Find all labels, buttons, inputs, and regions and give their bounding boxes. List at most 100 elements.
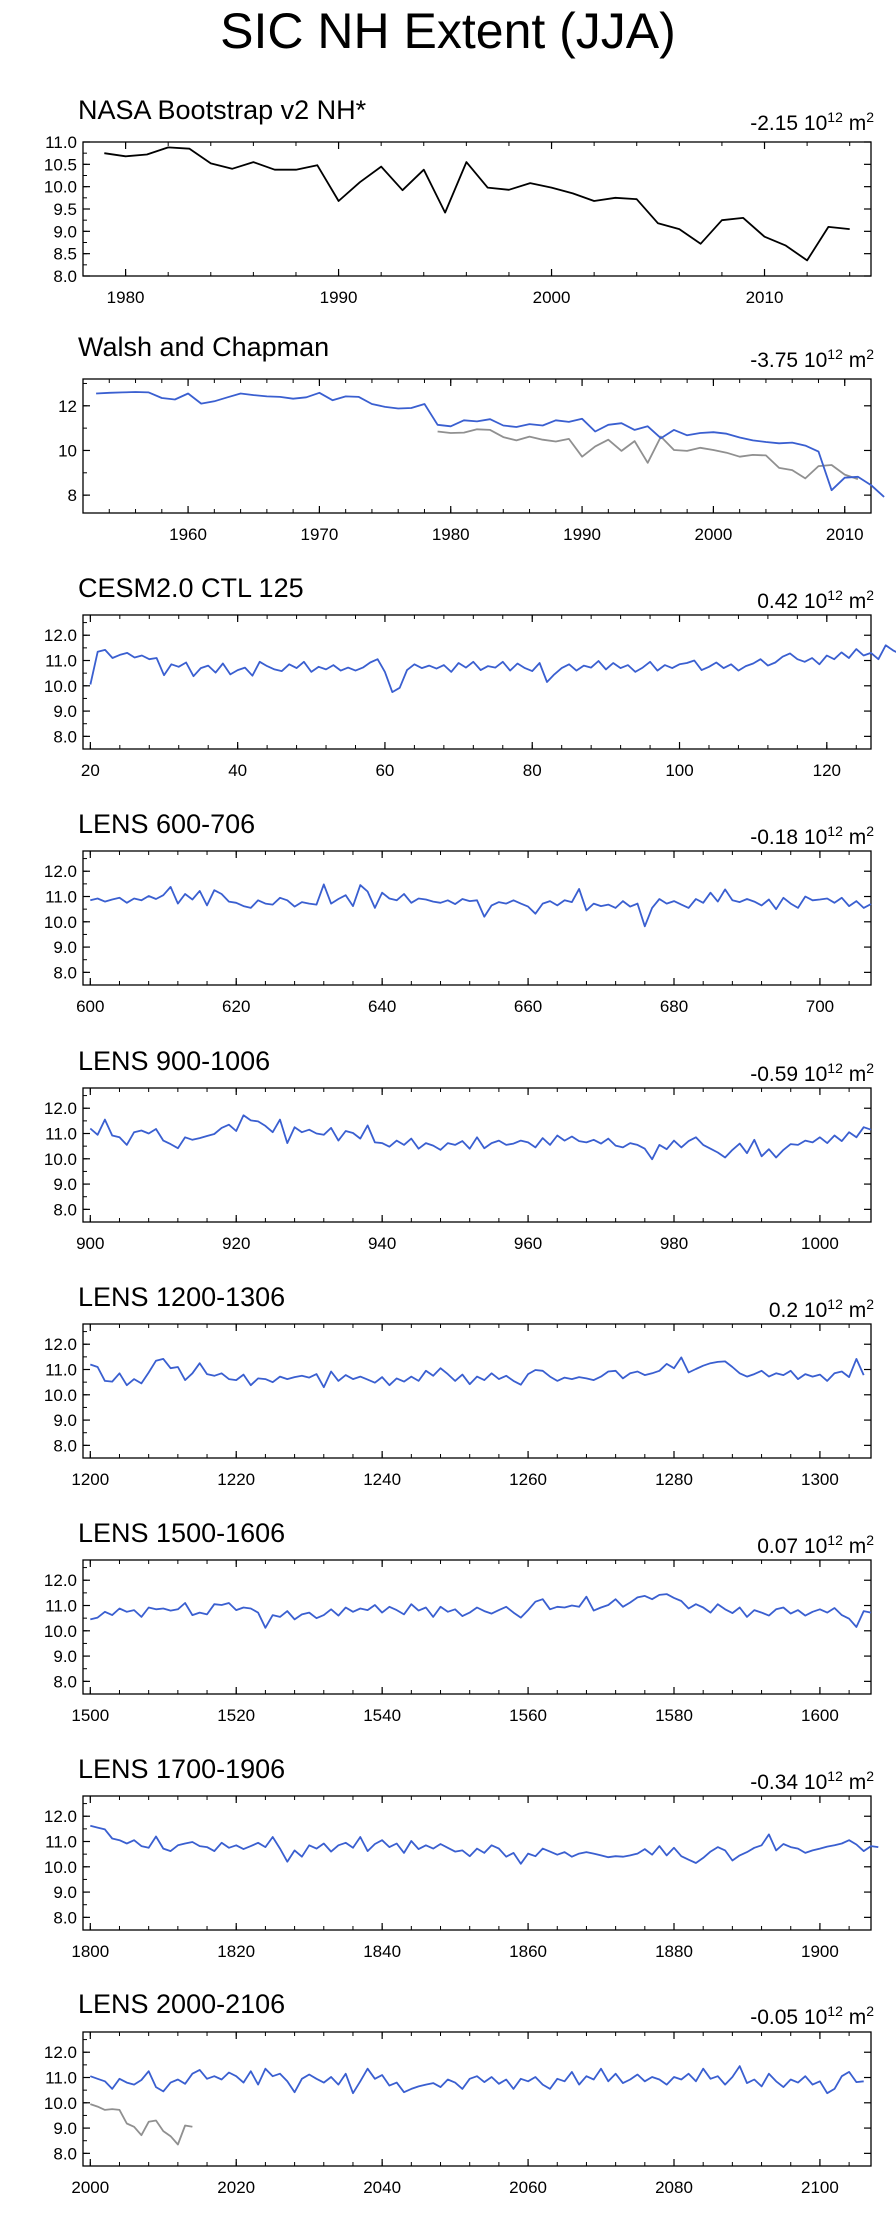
panel-title: NASA Bootstrap v2 NH* bbox=[78, 95, 367, 125]
y-tick-label: 12.0 bbox=[44, 862, 77, 881]
x-tick-label: 2060 bbox=[509, 2178, 547, 2197]
x-tick-label: 900 bbox=[76, 1234, 104, 1253]
series-line-lens bbox=[89, 2065, 864, 2095]
x-tick-label: 700 bbox=[806, 997, 834, 1016]
x-tick-label: 1900 bbox=[801, 1942, 839, 1961]
trend-value: -2.15 bbox=[750, 112, 799, 135]
y-tick-label: 10.0 bbox=[44, 2094, 77, 2113]
plot-frame bbox=[82, 1323, 872, 1459]
panel-title: Walsh and Chapman bbox=[78, 332, 330, 362]
series-line-cesm2-0 bbox=[89, 644, 896, 693]
y-tick-label: 11.0 bbox=[45, 652, 77, 671]
trend-value: -0.34 bbox=[750, 1771, 799, 1794]
plot-frame bbox=[82, 850, 872, 986]
x-tick-label: 1990 bbox=[563, 525, 601, 544]
y-tick-label: 12.0 bbox=[44, 1571, 77, 1590]
y-tick-label: 10.5 bbox=[44, 155, 77, 174]
x-tick-label: 1520 bbox=[217, 1706, 255, 1725]
panel-title: LENS 1700-1906 bbox=[78, 1754, 286, 1784]
trend-label: -0.05 1012 m2 bbox=[750, 2003, 874, 2029]
x-tick-label: 1200 bbox=[71, 1470, 109, 1489]
x-tick-label: 1540 bbox=[363, 1706, 401, 1725]
plot-frame bbox=[82, 141, 872, 277]
chart-panel-9: 8.0 9.0 10.0 11.0 12.0 2000 2020 2040 2060 2080 21… bbox=[44, 2031, 872, 2197]
trend-value: -0.18 bbox=[750, 826, 799, 849]
x-tick-label: 1240 bbox=[363, 1470, 401, 1489]
trend-value: -0.59 bbox=[750, 1063, 799, 1086]
x-tick-label: 1860 bbox=[509, 1942, 547, 1961]
x-tick-label: 40 bbox=[228, 761, 247, 780]
y-tick-label: 12.0 bbox=[44, 2043, 77, 2062]
y-tick-label: 8.0 bbox=[53, 2144, 77, 2163]
trend-value: 0.07 bbox=[757, 1535, 799, 1558]
x-tick-label: 1840 bbox=[363, 1942, 401, 1961]
y-tick-label: 9.0 bbox=[53, 1411, 77, 1430]
trend-label: -2.15 1012 m2 bbox=[750, 109, 874, 135]
y-tick-label: 8.0 bbox=[53, 1436, 77, 1455]
x-tick-label: 2080 bbox=[655, 2178, 693, 2197]
chart-panel-8: 8.0 9.0 10.0 11.0 12.0 1800 1820 1840 1860 1880 19… bbox=[44, 1795, 879, 1961]
x-tick-label: 1300 bbox=[801, 1470, 839, 1489]
x-tick-label: 1960 bbox=[169, 525, 207, 544]
x-tick-label: 1820 bbox=[217, 1942, 255, 1961]
trend-label: 0.42 1012 m2 bbox=[757, 587, 874, 613]
x-tick-label: 980 bbox=[660, 1234, 688, 1253]
y-tick-label: 9.0 bbox=[53, 938, 77, 957]
x-tick-label: 2020 bbox=[217, 2178, 255, 2197]
chart-panel-3: 8.0 9.0 10.0 11.0 12.0 20 40 60 80 100 120 bbox=[44, 614, 896, 780]
x-tick-label: 1980 bbox=[432, 525, 470, 544]
plot-frame bbox=[82, 2031, 872, 2167]
x-tick-label: 1260 bbox=[509, 1470, 547, 1489]
x-tick-label: 2100 bbox=[801, 2178, 839, 2197]
x-tick-label: 1580 bbox=[655, 1706, 693, 1725]
y-tick-label: 12 bbox=[58, 397, 77, 416]
plot-frame bbox=[82, 1559, 872, 1695]
panel-title: CESM2.0 CTL 125 bbox=[78, 573, 304, 603]
y-tick-label: 11.0 bbox=[45, 888, 77, 907]
panel-title: LENS 1200-1306 bbox=[78, 1282, 286, 1312]
trend-value: -0.05 bbox=[750, 2006, 799, 2029]
y-tick-label: 8.5 bbox=[53, 245, 77, 264]
series-line-lens bbox=[90, 1356, 865, 1389]
x-tick-label: 1990 bbox=[320, 288, 358, 307]
series-line-lens bbox=[90, 1593, 872, 1629]
x-tick-label: 1220 bbox=[217, 1470, 255, 1489]
trend-value: 0.42 bbox=[757, 590, 799, 613]
chart-panel-5: 8.0 9.0 10.0 11.0 12.0 900 920 940 960 980 1000 bbox=[44, 1087, 872, 1253]
y-tick-label: 8 bbox=[68, 486, 77, 505]
trend-value: 0.2 bbox=[768, 1299, 799, 1322]
trend-label: -3.75 1012 m2 bbox=[750, 346, 874, 372]
x-tick-label: 620 bbox=[222, 997, 250, 1016]
x-tick-label: 1980 bbox=[107, 288, 145, 307]
y-tick-label: 10.0 bbox=[44, 913, 77, 932]
chart-panel-6: 8.0 9.0 10.0 11.0 12.0 1200 1220 1240 1260 1280 13… bbox=[44, 1323, 872, 1489]
y-tick-label: 9.0 bbox=[53, 2119, 77, 2138]
y-tick-label: 9.0 bbox=[53, 1883, 77, 1902]
x-tick-label: 1560 bbox=[509, 1706, 547, 1725]
trend-value: -3.75 bbox=[750, 349, 799, 372]
x-tick-label: 80 bbox=[523, 761, 542, 780]
panel-title: LENS 900-1006 bbox=[78, 1046, 271, 1076]
y-tick-label: 8.0 bbox=[53, 727, 77, 746]
y-tick-label: 10.0 bbox=[44, 677, 77, 696]
x-tick-label: 2010 bbox=[746, 288, 784, 307]
x-tick-label: 100 bbox=[665, 761, 693, 780]
x-tick-label: 600 bbox=[76, 997, 104, 1016]
y-tick-label: 11.0 bbox=[45, 2069, 77, 2088]
y-tick-label: 12.0 bbox=[44, 626, 77, 645]
trend-label: -0.59 1012 m2 bbox=[750, 1060, 874, 1086]
x-tick-label: 2000 bbox=[71, 2178, 109, 2197]
trend-label: 0.07 1012 m2 bbox=[757, 1532, 874, 1558]
y-tick-label: 8.0 bbox=[53, 963, 77, 982]
y-tick-label: 9.0 bbox=[53, 1647, 77, 1666]
plot-frame bbox=[82, 1795, 872, 1931]
x-tick-label: 2000 bbox=[694, 525, 732, 544]
series-line-observed bbox=[104, 146, 850, 262]
plot-frame bbox=[82, 1087, 872, 1223]
trend-label: 0.2 1012 m2 bbox=[768, 1296, 874, 1322]
y-tick-label: 9.0 bbox=[53, 702, 77, 721]
x-tick-label: 20 bbox=[81, 761, 100, 780]
panel-title: LENS 600-706 bbox=[78, 809, 256, 839]
series-line-lens bbox=[89, 1114, 872, 1161]
y-tick-label: 11.0 bbox=[45, 1597, 77, 1616]
